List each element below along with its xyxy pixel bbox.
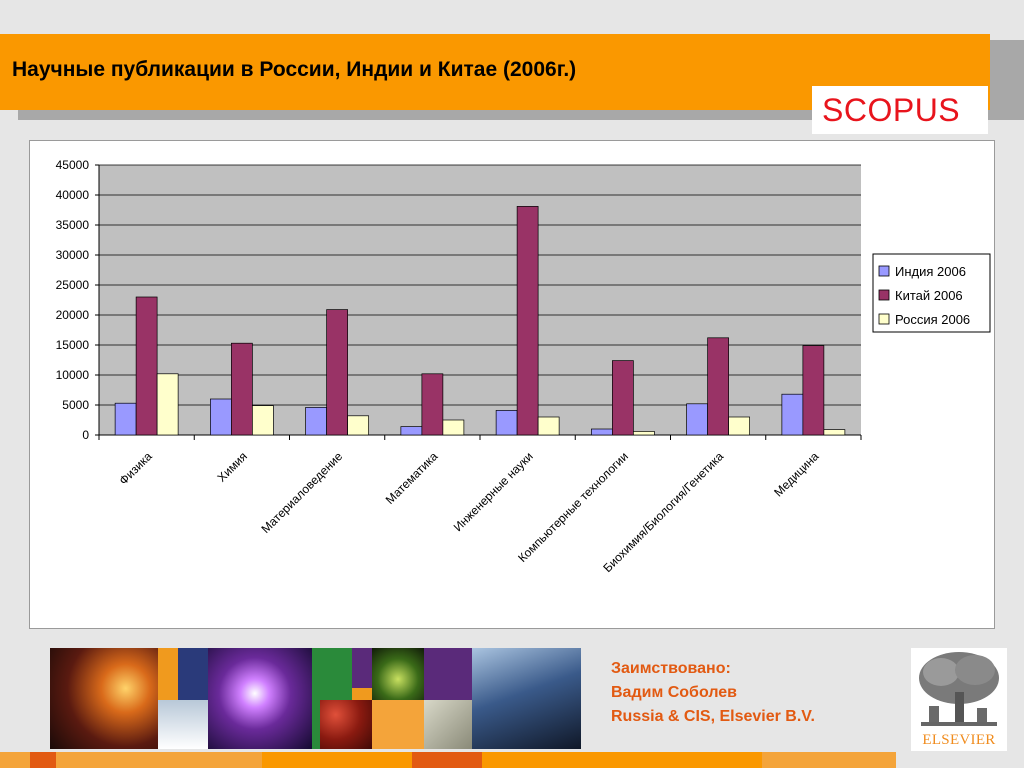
bar (210, 398, 232, 436)
bar (516, 206, 539, 436)
photo-pen (424, 700, 472, 749)
tile-navy (178, 648, 208, 700)
legend-label: Китай 2006 (895, 288, 963, 303)
bar (252, 405, 274, 436)
bar (781, 393, 804, 436)
y-tick-label: 25000 (56, 278, 90, 292)
bar (305, 407, 327, 436)
photo-fiber-optics (50, 648, 158, 749)
legend-label: Россия 2006 (895, 312, 970, 327)
y-tick-label: 5000 (62, 398, 89, 412)
bar (591, 428, 613, 436)
y-tick-label: 30000 (56, 248, 90, 262)
elsevier-tree-icon (911, 648, 1007, 730)
bar (156, 373, 179, 436)
bar (114, 402, 137, 436)
slide-title: Научные публикации в России, Индии и Кит… (12, 58, 577, 81)
bar (326, 309, 348, 436)
x-tick-label: Инженерные науки (451, 449, 536, 534)
credit-line-borrowed: Заимствовано: (611, 660, 731, 677)
elsevier-wordmark: ELSEVIER (922, 732, 996, 748)
y-tick-label: 0 (82, 428, 89, 442)
x-tick-label: Медицина (771, 449, 822, 500)
chart-frame: 0 5000 10000 15000 20000 25000 30000 35000 40000… (29, 140, 995, 629)
elsevier-logo: ELSEVIER (911, 648, 1007, 751)
photo-engineer (472, 648, 581, 749)
tile-purple-2 (424, 648, 472, 700)
photo-strip (50, 648, 581, 749)
y-tick-label: 20000 (56, 308, 90, 322)
photo-light-fibers (208, 648, 312, 749)
x-tick-label: Физика (116, 449, 155, 488)
bar (707, 337, 729, 436)
bar (633, 431, 655, 436)
scopus-label: SCOPUS (822, 92, 961, 128)
tile-orange-3 (372, 700, 424, 749)
tile-orange (158, 648, 178, 700)
tile-purple (352, 648, 372, 688)
x-tick-label: Математика (383, 449, 441, 507)
bar (537, 416, 560, 436)
credit-line-author: Вадим Соболев (611, 684, 737, 701)
bottom-color-bar (0, 752, 1024, 768)
bar (728, 416, 750, 436)
photo-wind-turbine (158, 700, 208, 749)
legend-swatch (878, 265, 890, 277)
bar (686, 403, 708, 436)
plot-area (99, 165, 861, 435)
y-tick-label: 35000 (56, 218, 90, 232)
bar (135, 296, 158, 436)
photo-plant (372, 648, 424, 700)
bar (400, 426, 423, 436)
bar (231, 342, 253, 436)
x-tick-label: Материаловедение (258, 449, 345, 536)
legend-box (872, 253, 991, 333)
x-tick-label: Компьютерные технологии (515, 449, 631, 565)
y-tick-label: 10000 (56, 368, 90, 382)
bar (442, 419, 465, 436)
y-tick-label: 15000 (56, 338, 90, 352)
bar (347, 415, 369, 436)
credit-block: Заимствовано: Вадим Соболев Russia & CIS… (611, 657, 815, 729)
photo-cells (320, 700, 372, 749)
scopus-badge (812, 86, 988, 134)
bar (802, 345, 825, 436)
y-tick-label: 45000 (56, 158, 90, 172)
legend-swatch (878, 289, 890, 301)
y-tick-label: 40000 (56, 188, 90, 202)
bar (823, 429, 846, 436)
bar (421, 373, 444, 436)
bar-chart: 0 5000 10000 15000 20000 25000 30000 35000 40000… (56, 158, 991, 575)
legend-swatch (878, 313, 890, 325)
legend-label: Индия 2006 (895, 264, 966, 279)
bar (612, 360, 634, 436)
x-tick-label: Химия (215, 449, 250, 484)
bar (495, 410, 518, 436)
credit-line-company: Russia & CIS, Elsevier B.V. (611, 708, 815, 725)
